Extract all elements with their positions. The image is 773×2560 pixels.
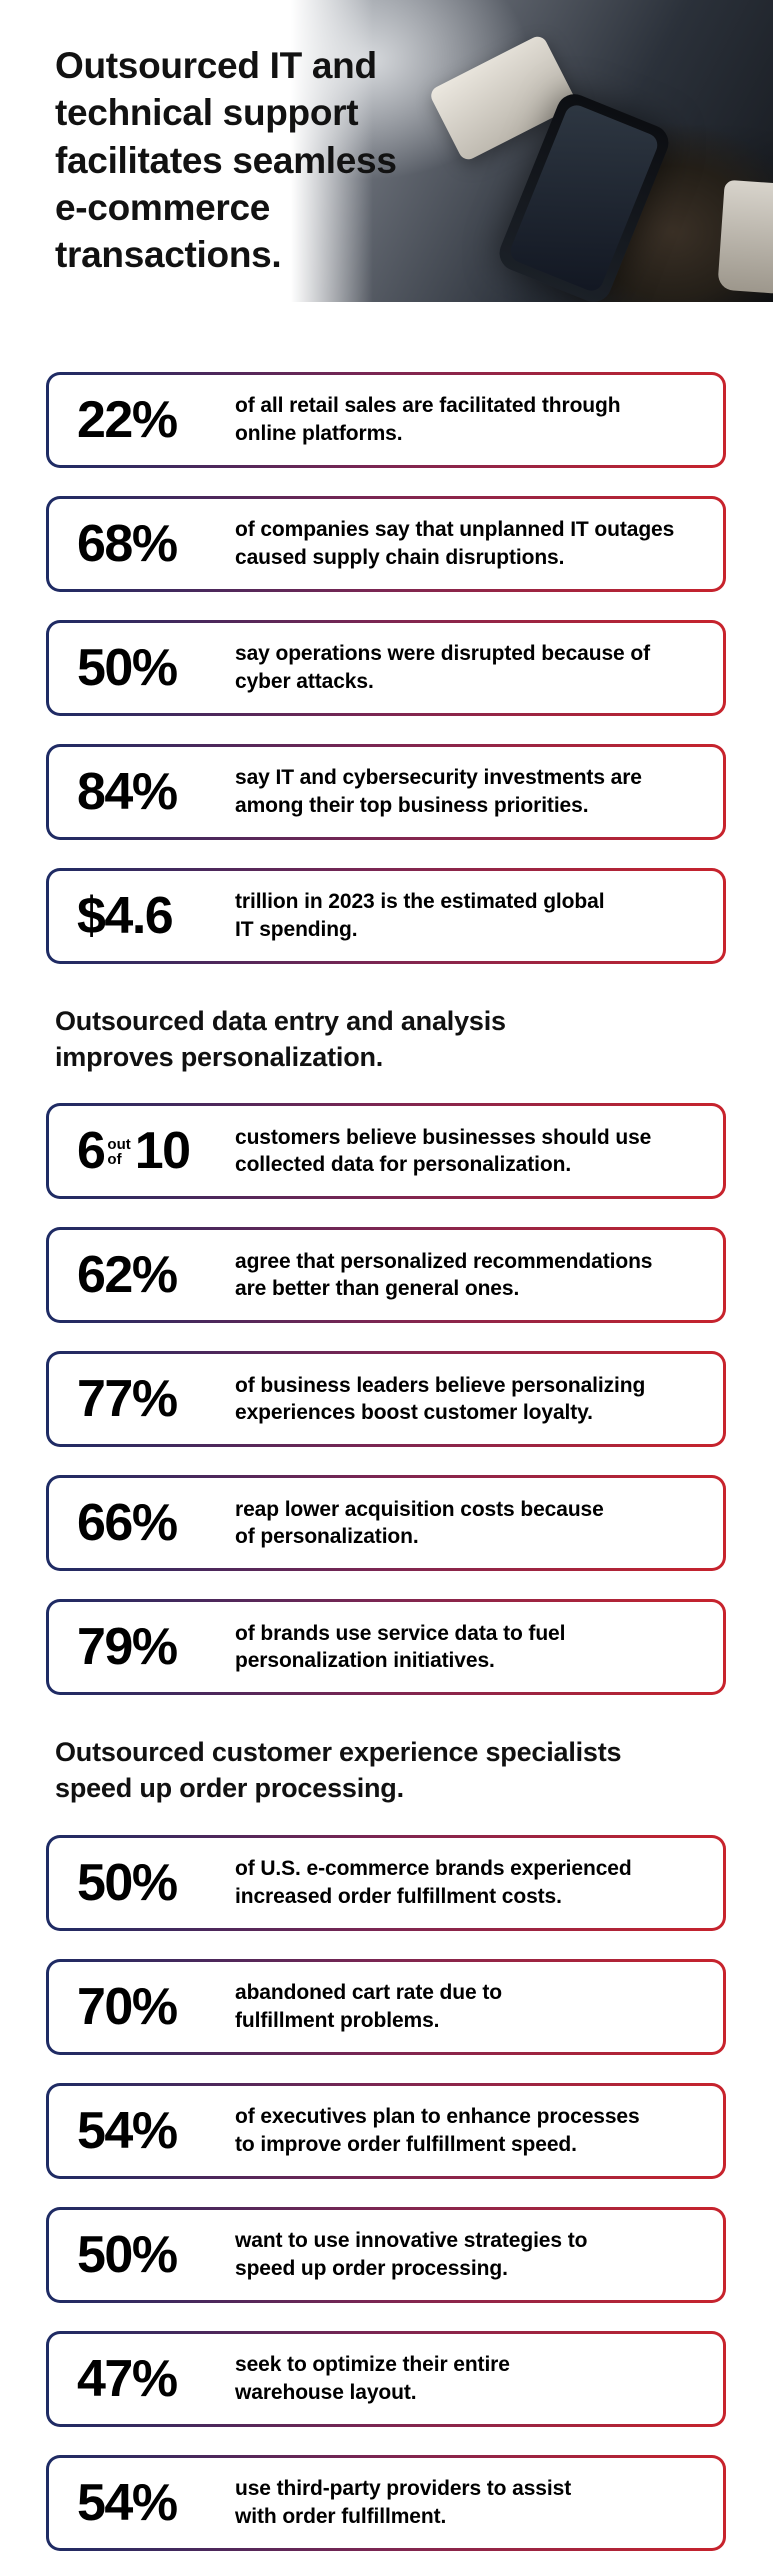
section-heading-order-processing: Outsourced customer experience specialis… <box>55 1737 622 1803</box>
stat-description: reap lower acquisition costs because of … <box>235 1497 604 1549</box>
stat-value: 50% <box>77 2225 178 2284</box>
stat-value: 70% <box>77 1977 178 2036</box>
stat-description: want to use innovative strategies to spe… <box>235 2228 588 2280</box>
stat-card: 66% reap lower acquisition costs because… <box>46 1475 726 1572</box>
stat-card: 84% say IT and cybersecurity investments… <box>46 744 726 840</box>
stat-card: 6 out of 10 customers believe businesses… <box>46 1103 726 1200</box>
stat-value: 68% <box>77 515 178 573</box>
header: Outsourced IT and technical support faci… <box>0 0 773 330</box>
stat-description: agree that personalized recommendations … <box>235 1249 653 1301</box>
content: 22% of all retail sales are facilitated … <box>0 330 773 2551</box>
stat-qualifier: out of <box>107 1135 131 1169</box>
stat-value: 54% <box>77 2101 178 2160</box>
section-heading-personalization: Outsourced data entry and analysis impro… <box>55 1006 506 1072</box>
stat-card: 70% abandoned cart rate due to fulfillme… <box>46 1958 726 2055</box>
stat-card: 22% of all retail sales are facilitated … <box>46 372 726 468</box>
stat-description: say IT and cybersecurity investments are… <box>235 766 642 817</box>
page-title: Outsourced IT and technical support faci… <box>55 45 397 276</box>
stat-value: 50% <box>77 1853 178 1912</box>
stat-value: 62% <box>77 1246 178 1305</box>
stat-card: 68% of companies say that unplanned IT o… <box>46 496 726 592</box>
stat-value: 84% <box>77 763 178 821</box>
stat-value: 6 out of 10 <box>77 1122 191 1181</box>
stat-description: of U.S. e-commerce brands experienced in… <box>235 1856 632 1908</box>
stat-description: of business leaders believe personalizin… <box>235 1373 646 1425</box>
stat-value: 54% <box>77 2473 178 2532</box>
stat-description: of brands use service data to fuel perso… <box>235 1621 566 1673</box>
stat-description: of companies say that unplanned IT outag… <box>235 518 675 569</box>
stat-value: 47% <box>77 2349 178 2408</box>
stat-description: use third-party providers to assist with… <box>235 2476 572 2528</box>
stat-value: 77% <box>77 1370 178 1429</box>
stat-card: 47% seek to optimize their entire wareho… <box>46 2330 726 2427</box>
stat-description: of all retail sales are facilitated thro… <box>235 394 621 445</box>
stat-description: seek to optimize their entire warehouse … <box>235 2352 510 2404</box>
stat-card: 79% of brands use service data to fuel p… <box>46 1599 726 1696</box>
stat-description: of executives plan to enhance processes … <box>235 2104 640 2156</box>
stat-card: 77% of business leaders believe personal… <box>46 1351 726 1448</box>
stat-description: say operations were disrupted because of… <box>235 642 650 693</box>
stat-description: trillion in 2023 is the estimated global… <box>235 890 605 941</box>
stat-value: 66% <box>77 1494 178 1553</box>
stat-card: $4.6 trillion in 2023 is the estimated g… <box>46 868 726 964</box>
photo-fade-overlay <box>291 0 773 302</box>
stat-card: 50% of U.S. e-commerce brands experience… <box>46 1834 726 1931</box>
stat-value: 79% <box>77 1618 178 1677</box>
stat-card: 50% say operations were disrupted becaus… <box>46 620 726 716</box>
stat-card: 62% agree that personalized recommendati… <box>46 1227 726 1324</box>
stat-description: customers believe businesses should use … <box>235 1125 652 1177</box>
stat-value: 50% <box>77 639 178 697</box>
stat-card: 54% of executives plan to enhance proces… <box>46 2082 726 2179</box>
stat-value: $4.6 <box>77 887 174 945</box>
stat-value: 22% <box>77 391 178 449</box>
stat-card: 54% use third-party providers to assist … <box>46 2454 726 2551</box>
stat-card: 50% want to use innovative strategies to… <box>46 2206 726 2303</box>
stat-description: abandoned cart rate due to fulfillment p… <box>235 1980 502 2032</box>
header-photo <box>291 0 773 302</box>
